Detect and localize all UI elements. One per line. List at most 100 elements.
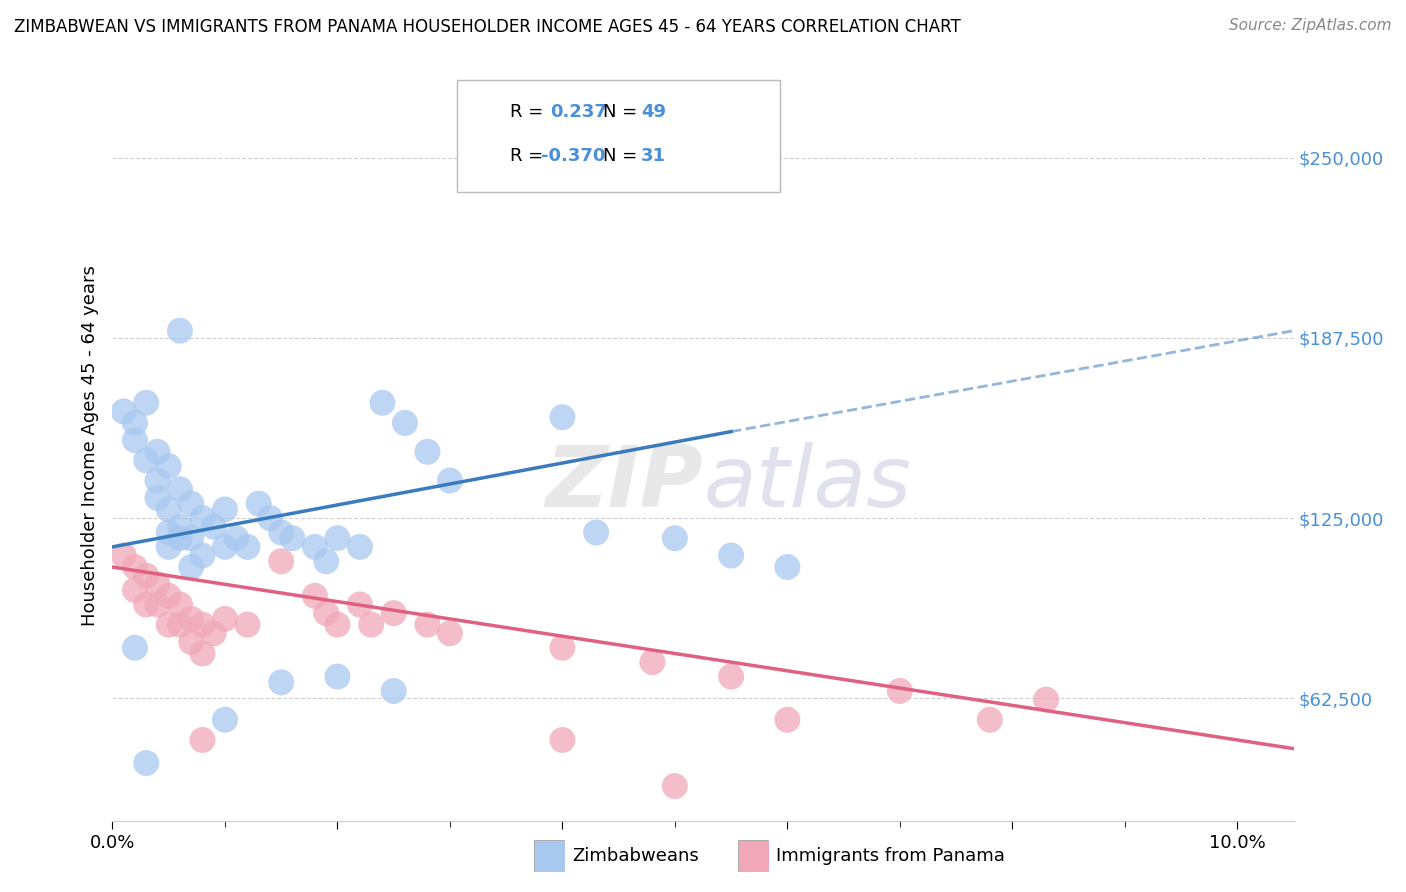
- Point: [1035, 692, 1057, 706]
- Point: [776, 713, 799, 727]
- Text: atlas: atlas: [703, 442, 911, 525]
- Point: [720, 549, 742, 563]
- Point: [214, 612, 236, 626]
- Point: [382, 606, 405, 620]
- Point: [416, 617, 439, 632]
- Point: [157, 617, 180, 632]
- Text: R =: R =: [510, 147, 550, 165]
- Point: [551, 733, 574, 747]
- Point: [585, 525, 607, 540]
- Point: [720, 669, 742, 683]
- Point: [146, 474, 169, 488]
- Text: -0.370: -0.370: [541, 147, 606, 165]
- Point: [157, 525, 180, 540]
- Point: [259, 511, 281, 525]
- Point: [326, 531, 349, 545]
- Point: [214, 540, 236, 554]
- Text: R =: R =: [510, 103, 550, 120]
- Point: [191, 549, 214, 563]
- Point: [191, 647, 214, 661]
- Point: [371, 396, 394, 410]
- Text: ZIP: ZIP: [546, 442, 703, 525]
- Text: 0.237: 0.237: [550, 103, 606, 120]
- Point: [180, 560, 202, 574]
- Point: [247, 497, 270, 511]
- Text: N =: N =: [603, 147, 643, 165]
- Point: [124, 416, 146, 430]
- Point: [776, 560, 799, 574]
- Point: [135, 756, 157, 770]
- Point: [169, 482, 191, 496]
- Point: [191, 617, 214, 632]
- Y-axis label: Householder Income Ages 45 - 64 years: Householder Income Ages 45 - 64 years: [80, 266, 98, 626]
- Point: [112, 549, 135, 563]
- Point: [157, 540, 180, 554]
- Point: [382, 684, 405, 698]
- Point: [169, 598, 191, 612]
- Point: [641, 655, 664, 669]
- Point: [214, 713, 236, 727]
- Point: [326, 617, 349, 632]
- Point: [439, 626, 461, 640]
- Point: [416, 444, 439, 458]
- Point: [180, 612, 202, 626]
- Point: [394, 416, 416, 430]
- Point: [315, 606, 337, 620]
- Point: [135, 453, 157, 467]
- Point: [349, 540, 371, 554]
- Point: [202, 519, 225, 533]
- Point: [225, 531, 247, 545]
- Point: [281, 531, 304, 545]
- Point: [315, 554, 337, 568]
- Point: [157, 502, 180, 516]
- Point: [180, 497, 202, 511]
- Point: [889, 684, 911, 698]
- Point: [360, 617, 382, 632]
- Point: [180, 635, 202, 649]
- Point: [236, 617, 259, 632]
- Point: [135, 598, 157, 612]
- Point: [236, 540, 259, 554]
- Text: Source: ZipAtlas.com: Source: ZipAtlas.com: [1229, 18, 1392, 33]
- Point: [124, 434, 146, 448]
- Point: [124, 583, 146, 598]
- Point: [146, 598, 169, 612]
- Point: [180, 531, 202, 545]
- Text: Immigrants from Panama: Immigrants from Panama: [776, 847, 1005, 865]
- Point: [124, 640, 146, 655]
- Point: [146, 444, 169, 458]
- Point: [169, 531, 191, 545]
- Point: [551, 410, 574, 425]
- Point: [270, 554, 292, 568]
- Point: [135, 568, 157, 582]
- Text: Zimbabweans: Zimbabweans: [572, 847, 699, 865]
- Text: 49: 49: [641, 103, 666, 120]
- Point: [124, 560, 146, 574]
- Point: [146, 577, 169, 591]
- Point: [664, 531, 686, 545]
- Point: [157, 589, 180, 603]
- Point: [169, 324, 191, 338]
- Point: [664, 779, 686, 793]
- Point: [270, 525, 292, 540]
- Point: [270, 675, 292, 690]
- Text: ZIMBABWEAN VS IMMIGRANTS FROM PANAMA HOUSEHOLDER INCOME AGES 45 - 64 YEARS CORRE: ZIMBABWEAN VS IMMIGRANTS FROM PANAMA HOU…: [14, 18, 960, 36]
- Point: [551, 640, 574, 655]
- Point: [157, 459, 180, 474]
- Point: [169, 519, 191, 533]
- Point: [979, 713, 1001, 727]
- Point: [146, 491, 169, 505]
- Point: [326, 669, 349, 683]
- Point: [214, 502, 236, 516]
- Text: N =: N =: [603, 103, 643, 120]
- Point: [349, 598, 371, 612]
- Point: [191, 511, 214, 525]
- Point: [169, 617, 191, 632]
- Point: [304, 540, 326, 554]
- Point: [191, 733, 214, 747]
- Point: [202, 626, 225, 640]
- Point: [112, 404, 135, 418]
- Point: [135, 396, 157, 410]
- Point: [439, 474, 461, 488]
- Point: [304, 589, 326, 603]
